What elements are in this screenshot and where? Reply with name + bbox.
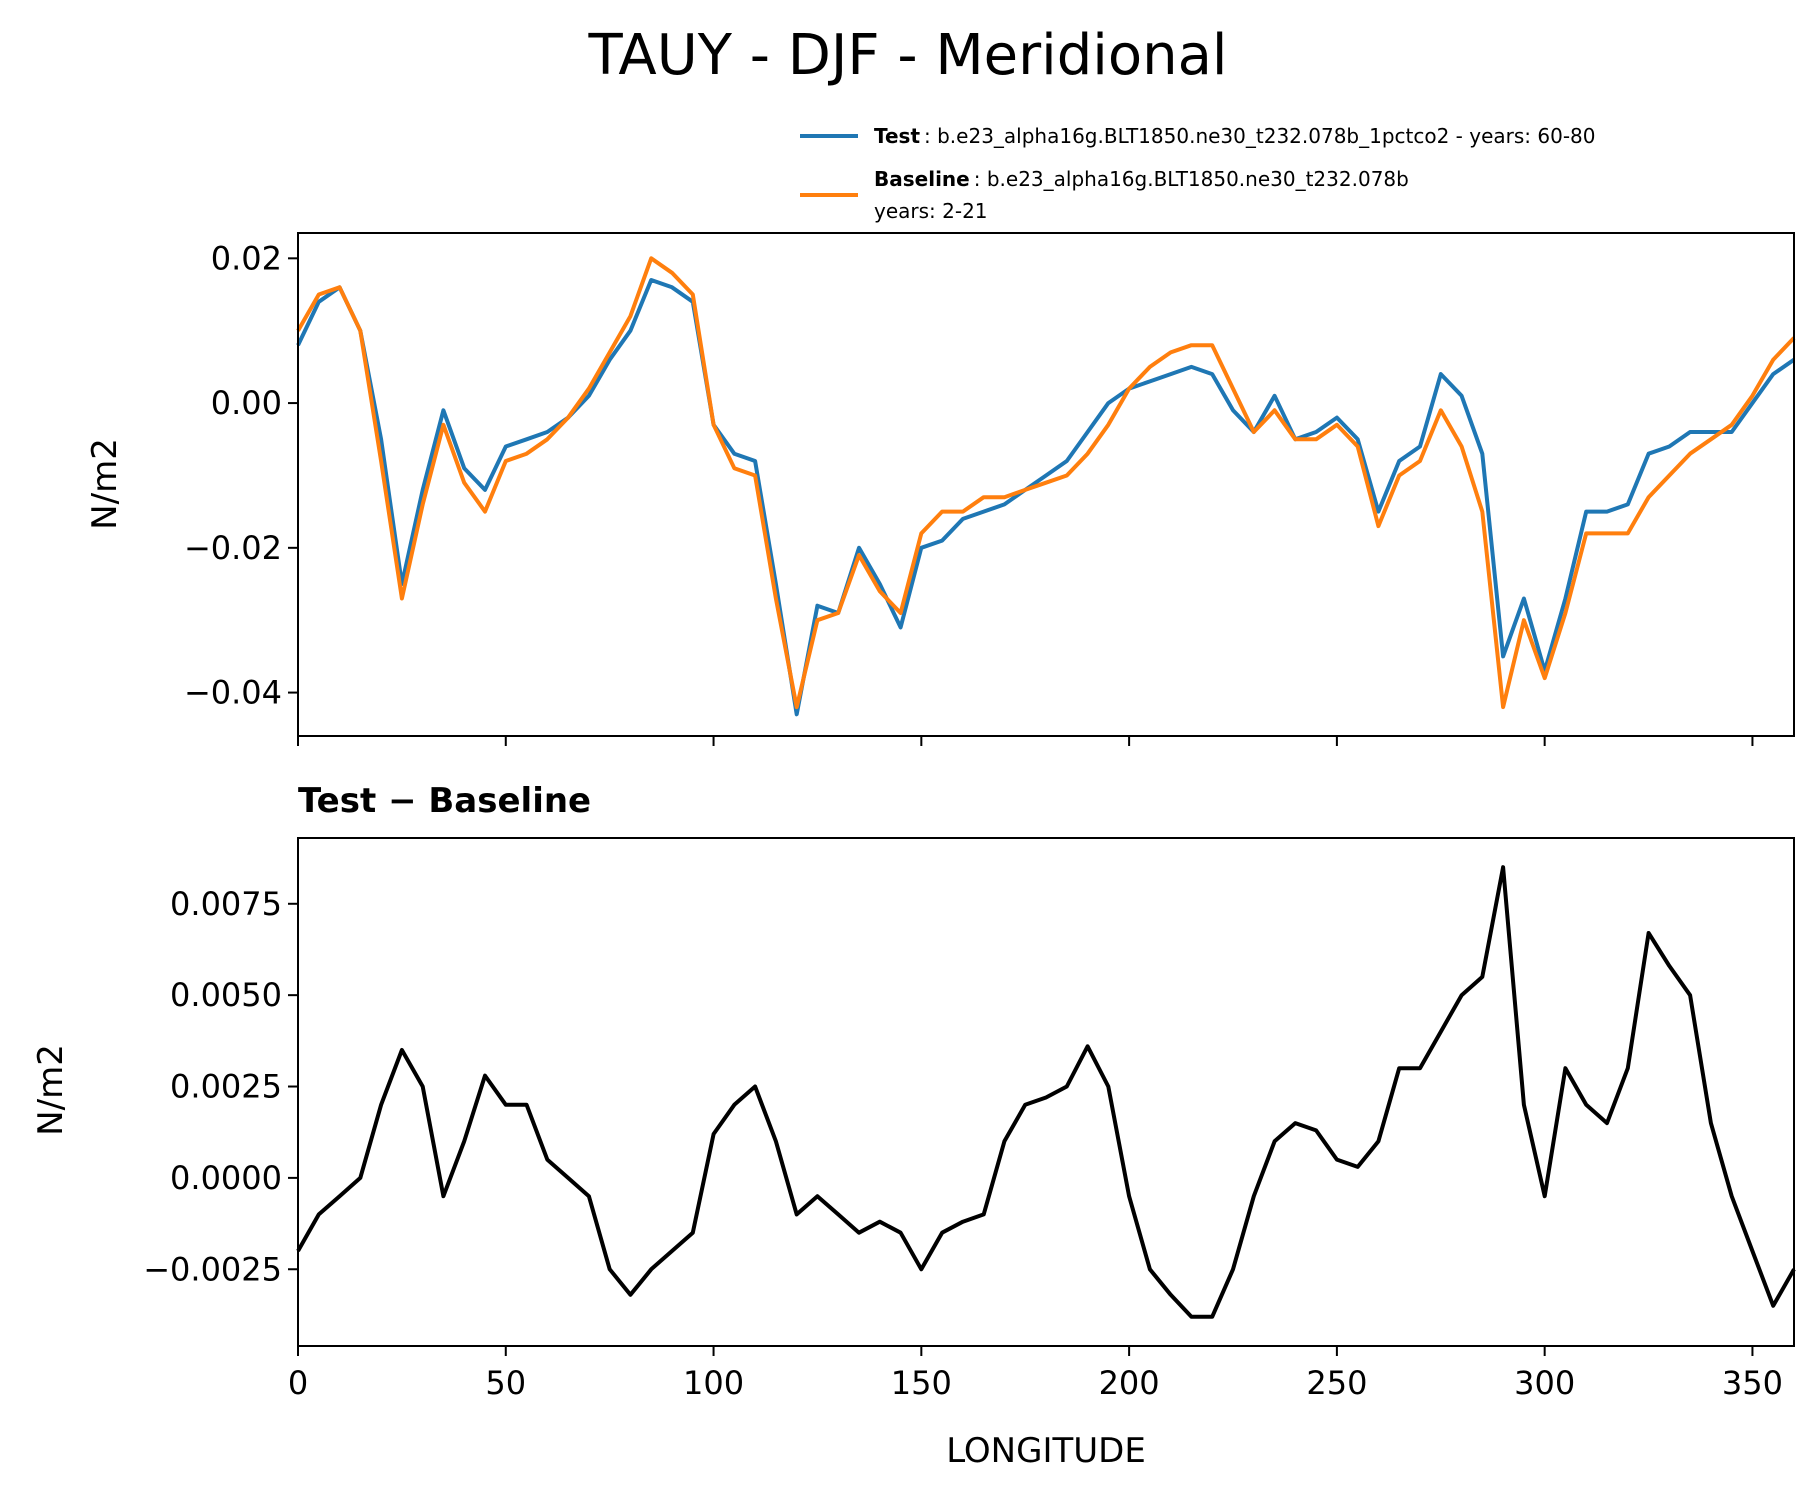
bottom-series-group [296, 865, 1796, 1319]
bottom-plot-frame [297, 837, 1795, 1347]
bottom-y-tick-label: −0.0025 [143, 1250, 282, 1288]
bottom-panel-title: Test − Baseline [298, 781, 591, 821]
legend-baseline-label: Baseline: b.e23_alpha16g.BLT1850.ne30_t2… [874, 167, 1409, 191]
legend-test-name: Test [874, 124, 920, 148]
bottom-x-tick-label: 200 [1099, 1364, 1160, 1402]
bottom-y-tick-label: 0.0025 [170, 1068, 282, 1106]
bottom-x-axis-label: LONGITUDE [946, 1431, 1146, 1471]
bottom-x-tick-label: 150 [891, 1364, 952, 1402]
legend-test-label: Test: b.e23_alpha16g.BLT1850.ne30_t232.0… [874, 124, 1596, 148]
top-series-line-0 [296, 278, 1796, 717]
bottom-y-tick-label: 0.0000 [170, 1159, 282, 1197]
legend-test-desc: : b.e23_alpha16g.BLT1850.ne30_t232.078b_… [924, 124, 1596, 148]
bottom-y-ticks: 0.0075 0.0050 0.0025 0.0000 −0.0025 [143, 885, 298, 1288]
top-plot-frame [297, 232, 1795, 737]
legend-baseline-years: years: 2-21 [874, 199, 988, 223]
top-y-tick-label: −0.02 [184, 529, 282, 567]
bottom-x-tick-label: 350 [1722, 1364, 1783, 1402]
legend-baseline-desc: : b.e23_alpha16g.BLT1850.ne30_t232.078b [974, 167, 1409, 191]
legend-baseline-name: Baseline [874, 167, 970, 191]
bottom-y-tick-label: 0.0075 [170, 885, 282, 923]
top-y-axis-label: N/m2 [85, 438, 125, 530]
bottom-panel: Test − Baseline 0.0075 0.0050 0.0025 0.0000… [31, 781, 1796, 1471]
bottom-x-tick-label: 100 [683, 1364, 744, 1402]
top-series-group [296, 256, 1796, 717]
legend: Test: b.e23_alpha16g.BLT1850.ne30_t232.0… [800, 124, 1596, 223]
bottom-x-tick-label: 50 [485, 1364, 526, 1402]
bottom-y-tick-label: 0.0050 [170, 976, 282, 1014]
top-series-line-1 [296, 256, 1796, 710]
top-y-ticks: 0.02 0.00 −0.02 −0.04 [184, 239, 298, 712]
figure-title: TAUY - DJF - Meridional [588, 23, 1228, 88]
top-y-tick-label: 0.00 [211, 384, 282, 422]
bottom-x-tick-label: 250 [1306, 1364, 1367, 1402]
bottom-x-tick-label: 300 [1514, 1364, 1575, 1402]
top-y-tick-label: 0.02 [211, 239, 282, 277]
top-x-ticks [297, 736, 1754, 746]
bottom-y-axis-label: N/m2 [31, 1044, 71, 1136]
bottom-x-tick-label: 0 [288, 1364, 308, 1402]
bottom-series-line-0 [296, 865, 1796, 1319]
top-y-tick-label: −0.04 [184, 674, 282, 712]
top-panel: 0.02 0.00 −0.02 −0.04 N/m2 [85, 232, 1796, 746]
bottom-x-ticks: 0 50 100 150 200 250 300 350 [288, 1346, 1783, 1402]
